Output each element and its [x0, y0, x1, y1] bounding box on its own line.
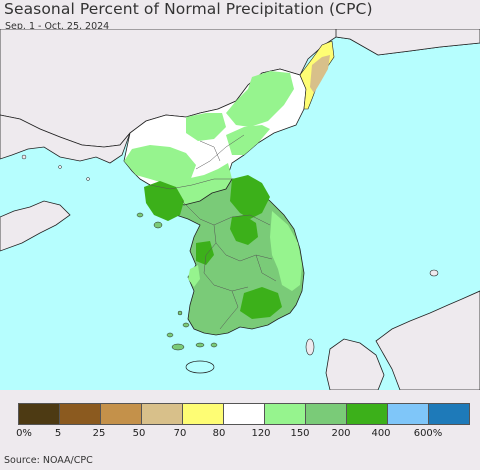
- legend-swatch-10: [429, 404, 469, 424]
- legend-swatch-5: [224, 404, 265, 424]
- legend-label-2: 25: [92, 428, 106, 439]
- legend-swatch-3: [142, 404, 183, 424]
- legend-swatch-0: [19, 404, 60, 424]
- sk-light-green-east: [270, 211, 302, 291]
- sk-dark-green-south: [240, 287, 282, 319]
- nk-green-north-2: [186, 113, 226, 141]
- legend-label-9: 400: [371, 428, 391, 439]
- legend-swatch-1: [60, 404, 101, 424]
- page-title: Seasonal Percent of Normal Precipitation…: [4, 0, 373, 18]
- ne-tan-strip: [310, 55, 330, 93]
- legend-labels: 0% 5 25 50 70 80 120 150 200 400 600%: [0, 428, 480, 442]
- sk-dark-green-north: [230, 175, 270, 219]
- legend-swatch-9: [388, 404, 429, 424]
- land-japan-honshu: [375, 290, 480, 390]
- legend-swatch-2: [101, 404, 142, 424]
- legend-swatch-8: [347, 404, 388, 424]
- legend-label-5: 80: [212, 428, 226, 439]
- coastal-dots: [21, 154, 90, 181]
- land-japan-kyushu: [325, 338, 385, 390]
- legend-swatch-4: [183, 404, 224, 424]
- legend-label-6: 120: [251, 428, 271, 439]
- legend-swatch-6: [265, 404, 306, 424]
- nk-green-north: [226, 71, 294, 127]
- land-liaodong: [0, 114, 131, 164]
- legend-label-7: 150: [290, 428, 310, 439]
- precipitation-map: [0, 29, 480, 390]
- legend-label-0: 0%: [16, 428, 32, 439]
- islands: [136, 212, 218, 351]
- land-russia: [335, 29, 480, 56]
- sk-dark-green-southwest: [196, 241, 214, 265]
- legend-label-3: 50: [132, 428, 146, 439]
- legend-swatch-7: [306, 404, 347, 424]
- legend-color-bar: [18, 403, 470, 425]
- jeju-island: [185, 360, 215, 374]
- nk-green-east: [226, 125, 270, 155]
- legend-label-8: 200: [331, 428, 351, 439]
- sk-light-green-sw: [188, 265, 200, 287]
- sk-dark-green-mid: [230, 215, 258, 245]
- land-tsushima: [305, 338, 315, 356]
- source-credit: Source: NOAA/CPC: [4, 455, 93, 466]
- land-shandong: [0, 200, 71, 252]
- sk-dark-green-west: [144, 181, 184, 221]
- legend-label-4: 70: [173, 428, 187, 439]
- legend-label-10: 600%: [413, 428, 443, 439]
- nk-green-west: [124, 145, 196, 185]
- date-range-subtitle: Sep. 1 - Oct. 25, 2024: [5, 21, 110, 32]
- admin-boundaries: [149, 134, 277, 330]
- land-oki: [429, 269, 439, 277]
- legend-label-1: 5: [54, 428, 62, 439]
